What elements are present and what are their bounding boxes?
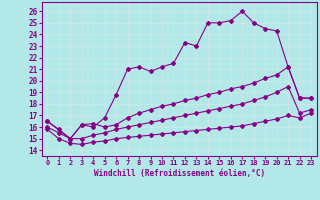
X-axis label: Windchill (Refroidissement éolien,°C): Windchill (Refroidissement éolien,°C) [94, 169, 265, 178]
